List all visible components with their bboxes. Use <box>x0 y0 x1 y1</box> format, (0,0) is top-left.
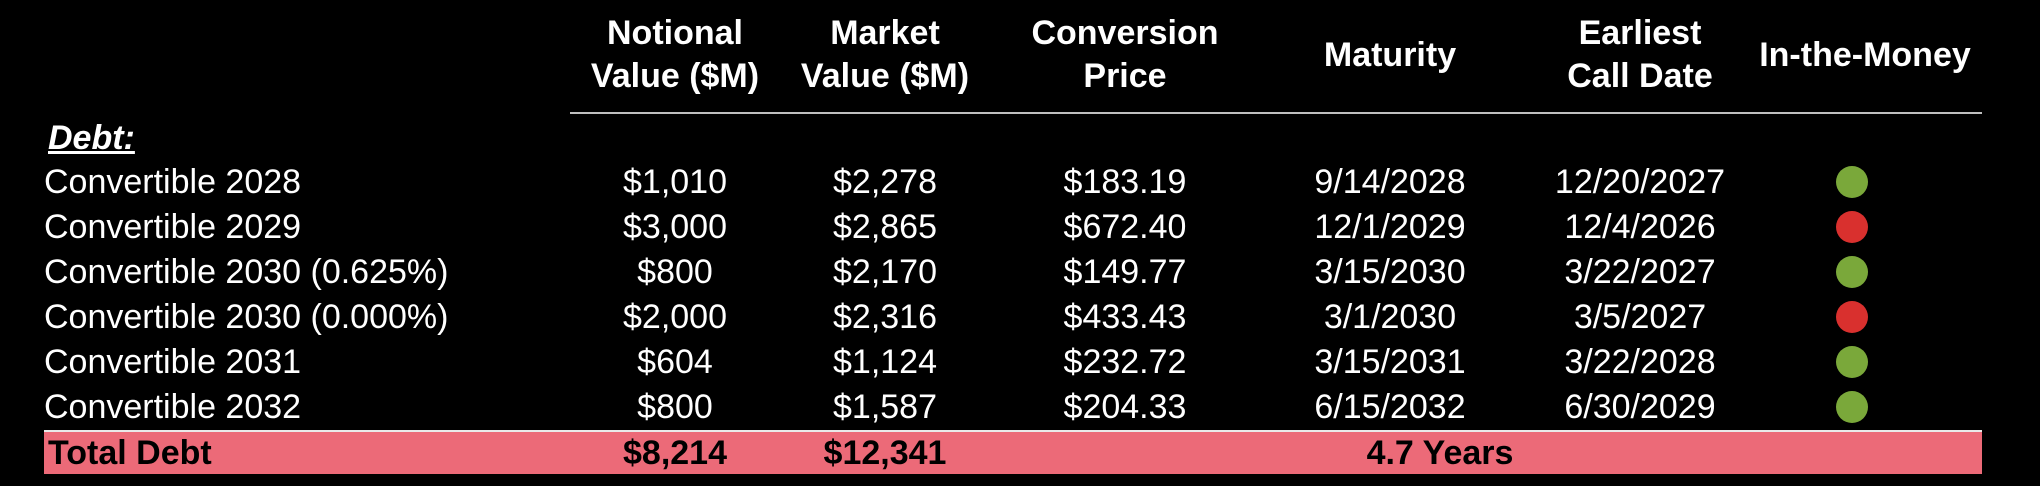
maturity-cell: 3/15/2031 <box>1314 343 1466 381</box>
header-divider <box>570 112 1982 114</box>
header-notional-value: Notional Value ($M) <box>590 14 760 95</box>
notional-value-cell: $800 <box>637 388 713 426</box>
notional-value-cell: $1,010 <box>623 163 727 201</box>
notional-value-cell: $800 <box>637 253 713 291</box>
conversion-price-cell: $232.72 <box>1063 343 1187 381</box>
header-in-the-money: In-the-Money <box>1759 35 1971 74</box>
maturity-cell: 3/15/2030 <box>1314 253 1466 291</box>
maturity-cell: 12/1/2029 <box>1314 208 1466 246</box>
earliest-call-date-cell: 3/22/2028 <box>1564 343 1716 381</box>
instrument-name-cell: Convertible 2030 (0.625%) <box>44 253 449 291</box>
earliest-call-date-cell: 12/20/2027 <box>1554 163 1726 201</box>
market-value-cell: $1,587 <box>833 388 937 426</box>
market-value-cell: $2,865 <box>833 208 937 246</box>
table-row: Convertible 2030 (0.625%) $800 $2,170 $149.… <box>0 250 2040 295</box>
in-the-money-green-dot-icon <box>1836 346 1868 378</box>
out-of-the-money-red-dot-icon <box>1836 301 1868 333</box>
maturity-cell: 6/15/2032 <box>1314 388 1466 426</box>
total-debt-row: Total Debt $8,214 $12,341 4.7 Years <box>44 430 1982 474</box>
earliest-call-date-cell: 6/30/2029 <box>1564 388 1716 426</box>
table-row: Convertible 2028 $1,010 $2,278 $183.19 9/14/… <box>0 160 2040 205</box>
total-market-value: $12,341 <box>823 434 947 472</box>
conversion-price-cell: $672.40 <box>1063 208 1187 246</box>
out-of-the-money-red-dot-icon <box>1836 211 1868 243</box>
table-row: Convertible 2030 (0.000%) $2,000 $2,316 $43… <box>0 295 2040 340</box>
market-value-cell: $1,124 <box>833 343 937 381</box>
header-maturity: Maturity <box>1323 35 1457 74</box>
instrument-name-cell: Convertible 2030 (0.000%) <box>44 298 449 336</box>
earliest-call-date-cell: 3/5/2027 <box>1573 298 1707 336</box>
instrument-name-cell: Convertible 2031 <box>44 343 302 381</box>
table-row: Convertible 2031 $604 $1,124 $232.72 3/15/20… <box>0 340 2040 385</box>
notional-value-cell: $3,000 <box>623 208 727 246</box>
earliest-call-date-cell: 12/4/2026 <box>1564 208 1716 246</box>
total-maturity: 4.7 Years <box>1366 434 1514 472</box>
instrument-name-cell: Convertible 2029 <box>44 208 302 246</box>
conversion-price-cell: $433.43 <box>1063 298 1187 336</box>
in-the-money-green-dot-icon <box>1836 256 1868 288</box>
conversion-price-cell: $149.77 <box>1063 253 1187 291</box>
header-market-value: Market Value ($M) <box>800 14 970 95</box>
maturity-cell: 3/1/2030 <box>1323 298 1457 336</box>
total-debt-label: Total Debt <box>48 434 212 472</box>
in-the-money-green-dot-icon <box>1836 391 1868 423</box>
earliest-call-date-cell: 3/22/2027 <box>1564 253 1716 291</box>
market-value-cell: $2,170 <box>833 253 937 291</box>
notional-value-cell: $2,000 <box>623 298 727 336</box>
header-conversion-price: Conversion Price <box>1031 14 1219 95</box>
conversion-price-cell: $183.19 <box>1063 163 1187 201</box>
notional-value-cell: $604 <box>637 343 713 381</box>
instrument-name-cell: Convertible 2028 <box>44 163 302 201</box>
table-row: Convertible 2029 $3,000 $2,865 $672.40 12/1/… <box>0 205 2040 250</box>
instrument-name-cell: Convertible 2032 <box>44 388 302 426</box>
total-notional-value: $8,214 <box>623 434 727 472</box>
section-label-debt: Debt: <box>48 119 135 157</box>
in-the-money-green-dot-icon <box>1836 166 1868 198</box>
market-value-cell: $2,278 <box>833 163 937 201</box>
header-earliest-call-date: Earliest Call Date <box>1567 14 1713 95</box>
table-row: Convertible 2032 $800 $1,587 $204.33 6/15/20… <box>0 385 2040 430</box>
conversion-price-cell: $204.33 <box>1063 388 1187 426</box>
market-value-cell: $2,316 <box>833 298 937 336</box>
maturity-cell: 9/14/2028 <box>1314 163 1466 201</box>
